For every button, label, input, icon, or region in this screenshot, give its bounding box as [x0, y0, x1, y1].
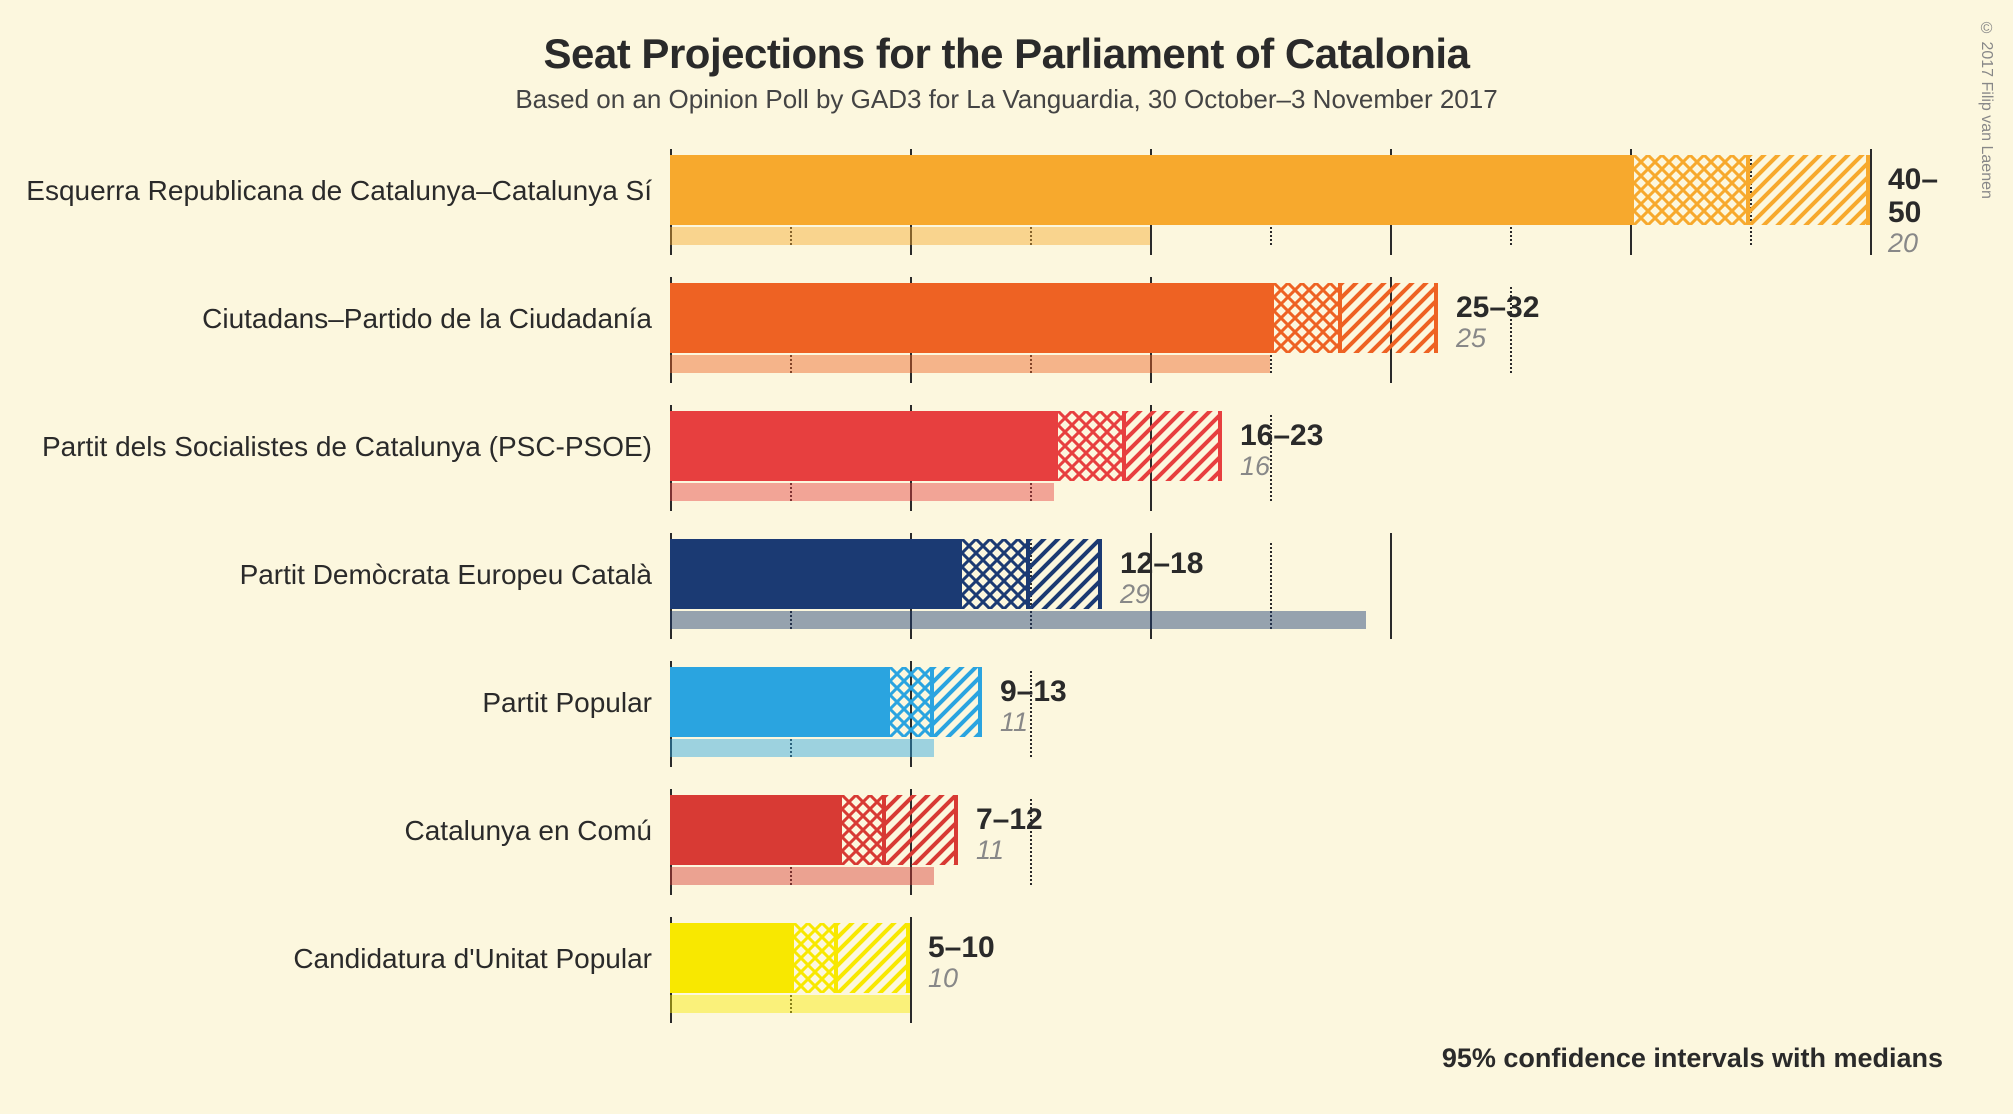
- bar-row: 16–2316: [670, 401, 1963, 529]
- value-labels: 16–2316: [1240, 419, 1323, 482]
- value-labels: 25–3225: [1456, 291, 1539, 354]
- party-label: Ciutadans–Partido de la Ciudadanía: [202, 303, 652, 335]
- previous-value: 29: [1120, 580, 1203, 610]
- value-labels: 12–1829: [1120, 547, 1203, 610]
- bar-segment-high: [934, 667, 982, 737]
- bar-segment-low: [670, 923, 790, 993]
- previous-bar: [670, 739, 934, 757]
- previous-bar: [670, 995, 910, 1013]
- projection-bar: [670, 667, 982, 737]
- seat-projection-chart: Esquerra Republicana de Catalunya–Catalu…: [50, 145, 1963, 1041]
- bar-segment-median: [1270, 283, 1342, 353]
- bar-segment-low: [670, 539, 958, 609]
- range-value: 9–13: [1000, 675, 1067, 708]
- previous-value: 11: [1000, 708, 1067, 738]
- value-labels: 5–1010: [928, 931, 995, 994]
- party-label: Partit Popular: [482, 687, 652, 719]
- range-value: 7–12: [976, 803, 1043, 836]
- bar-segment-low: [670, 155, 1630, 225]
- bar-segment-median: [1630, 155, 1750, 225]
- range-value: 25–32: [1456, 291, 1539, 324]
- range-value: 40–50: [1888, 163, 1963, 229]
- bar-segment-low: [670, 667, 886, 737]
- range-value: 12–18: [1120, 547, 1203, 580]
- bar-segment-low: [670, 795, 838, 865]
- previous-bar: [670, 355, 1270, 373]
- previous-bar: [670, 611, 1366, 629]
- bar-segment-high: [838, 923, 910, 993]
- range-value: 5–10: [928, 931, 995, 964]
- projection-bar: [670, 283, 1438, 353]
- previous-value: 11: [976, 836, 1043, 866]
- bar-segment-median: [1054, 411, 1126, 481]
- previous-value: 10: [928, 964, 995, 994]
- previous-value: 25: [1456, 324, 1539, 354]
- grid-line: [910, 917, 912, 1023]
- bar-segment-median: [958, 539, 1030, 609]
- bar-segment-low: [670, 283, 1270, 353]
- page-title: Seat Projections for the Parliament of C…: [50, 30, 1963, 78]
- value-labels: 7–1211: [976, 803, 1043, 866]
- party-label: Partit dels Socialistes de Catalunya (PS…: [42, 431, 652, 463]
- party-label: Partit Demòcrata Europeu Català: [240, 559, 652, 591]
- bar-row: 5–1010: [670, 913, 1963, 1041]
- value-labels: 40–5020: [1888, 163, 1963, 259]
- previous-bar: [670, 483, 1054, 501]
- party-label: Catalunya en Comú: [405, 815, 652, 847]
- bar-row: 9–1311: [670, 657, 1963, 785]
- previous-value: 16: [1240, 452, 1323, 482]
- projection-bar: [670, 155, 1870, 225]
- bar-row: 12–1829: [670, 529, 1963, 657]
- previous-value: 20: [1888, 229, 1963, 259]
- bar-segment-low: [670, 411, 1054, 481]
- footnote-text: 95% confidence intervals with medians: [1442, 1043, 1943, 1074]
- bar-segment-median: [838, 795, 886, 865]
- bar-row: 40–5020: [670, 145, 1963, 273]
- range-value: 16–23: [1240, 419, 1323, 452]
- bar-segment-high: [1030, 539, 1102, 609]
- party-label: Esquerra Republicana de Catalunya–Catalu…: [26, 175, 652, 207]
- projection-bar: [670, 923, 910, 993]
- grid-line: [1870, 149, 1872, 255]
- bar-segment-high: [1342, 283, 1438, 353]
- previous-bar: [670, 227, 1150, 245]
- bar-segment-high: [1126, 411, 1222, 481]
- bar-segment-high: [886, 795, 958, 865]
- projection-bar: [670, 795, 958, 865]
- party-labels-column: Esquerra Republicana de Catalunya–Catalu…: [50, 145, 670, 1041]
- bar-segment-high: [1750, 155, 1870, 225]
- copyright-text: © 2017 Filip van Laenen: [1977, 20, 1995, 199]
- projection-bar: [670, 411, 1222, 481]
- page-subtitle: Based on an Opinion Poll by GAD3 for La …: [50, 84, 1963, 115]
- bar-segment-median: [886, 667, 934, 737]
- bars-column: 40–502025–322516–231612–18299–13117–1211…: [670, 145, 1963, 1041]
- bar-segment-median: [790, 923, 838, 993]
- value-labels: 9–1311: [1000, 675, 1067, 738]
- projection-bar: [670, 539, 1102, 609]
- party-label: Candidatura d'Unitat Popular: [293, 943, 652, 975]
- bar-row: 25–3225: [670, 273, 1963, 401]
- bar-row: 7–1211: [670, 785, 1963, 913]
- previous-bar: [670, 867, 934, 885]
- grid-line: [1390, 533, 1392, 639]
